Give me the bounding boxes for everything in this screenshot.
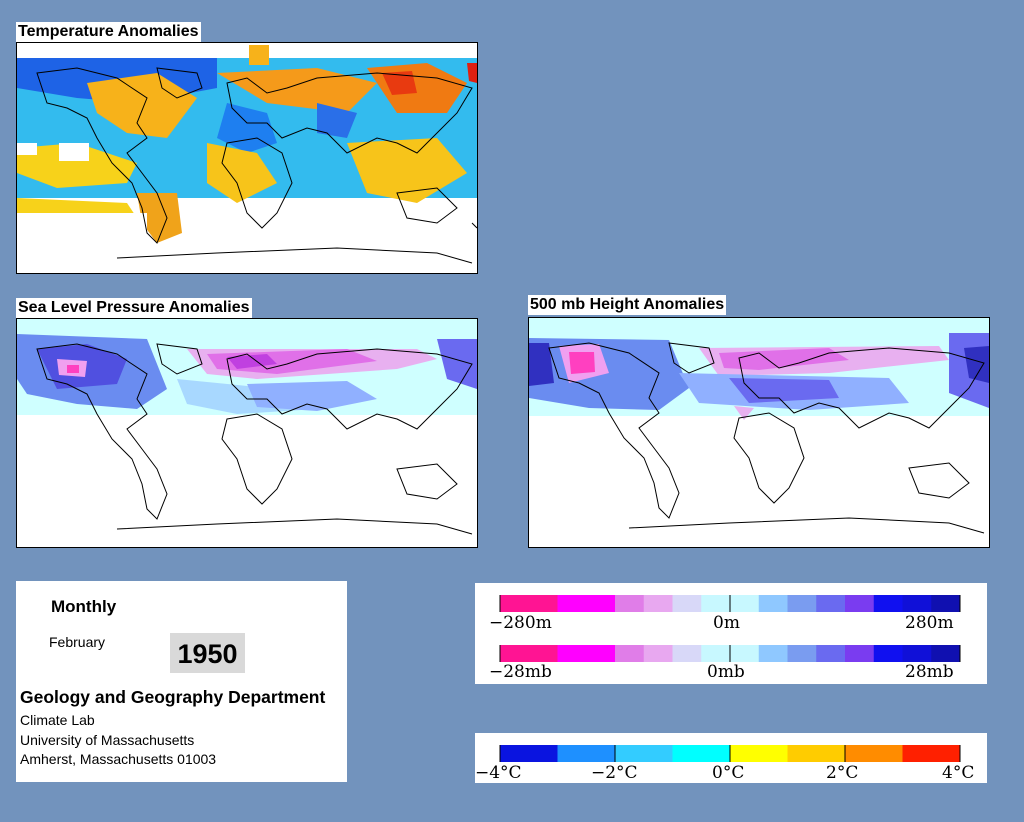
temp-label-1: −2°C [591, 763, 638, 783]
info-panel: Monthly February 1950 Geology and Geogra… [16, 581, 347, 782]
lab-label: Climate Lab [20, 712, 95, 728]
pressure-colorbar-swatch [701, 645, 731, 662]
height-colorbar-swatch [758, 595, 788, 612]
height-colorbar-swatch [816, 595, 846, 612]
pressure-colorbar-swatch [672, 645, 702, 662]
height-panel-title: 500 mb Height Anomalies [528, 295, 727, 315]
height-label-zero: 0m [713, 613, 740, 633]
temperature-colorbar-swatch [730, 745, 788, 762]
temp-label-4: 4°C [942, 763, 974, 783]
height-colorbar-swatch [701, 595, 731, 612]
height-colorbar-swatch [845, 595, 875, 612]
height-field [529, 318, 989, 420]
height-colorbar-swatch [528, 595, 558, 612]
pressure-label-min: −28mb [489, 662, 552, 682]
temperature-colorbar-swatch [557, 745, 616, 762]
temperature-field [17, 43, 477, 273]
temp-label-3: 2°C [826, 763, 858, 783]
temperature-legend: −4°C −2°C 0°C 2°C 4°C [475, 733, 987, 783]
pressure-colorbar-swatch [873, 645, 903, 662]
height-colorbar-swatch [643, 595, 673, 612]
height-label-min: −280m [489, 613, 552, 633]
pressure-colorbar-swatch [615, 645, 645, 662]
height-pressure-legend: −280m 0m 280m −28mb 0mb 28mb [475, 583, 987, 684]
temp-label-0: −4°C [475, 763, 522, 783]
department-label: Geology and Geography Department [20, 687, 326, 707]
pressure-colorbar-swatch [528, 645, 558, 662]
pressure-colorbar-swatch [758, 645, 788, 662]
temperature-panel-title: Temperature Anomalies [16, 22, 201, 42]
month-label: February [49, 634, 106, 650]
pressure-colorbar-swatch [931, 645, 961, 662]
coastlines [36, 343, 473, 535]
height-colorbar-swatch [500, 595, 530, 612]
coastlines [548, 342, 985, 534]
height-label-max: 280m [905, 613, 954, 633]
height-colorbar-swatch [557, 595, 587, 612]
height-colorbar-swatch [615, 595, 645, 612]
height-colorbar-swatch [787, 595, 817, 612]
height-colorbar-swatch [931, 595, 961, 612]
pressure-colorbar [499, 645, 961, 662]
pressure-colorbar-swatch [500, 645, 530, 662]
temperature-colorbar-swatch [845, 745, 903, 762]
height-colorbar-swatch [902, 595, 932, 612]
temp-label-2: 0°C [712, 763, 744, 783]
year-label: 1950 [170, 633, 245, 673]
temperature-colorbar-swatch [787, 745, 846, 762]
height-colorbar-swatch [730, 595, 760, 612]
pressure-colorbar-swatch [557, 645, 587, 662]
temperature-colorbar-swatch [500, 745, 558, 762]
slp-panel-title: Sea Level Pressure Anomalies [16, 298, 252, 318]
frequency-label: Monthly [51, 597, 117, 616]
pressure-colorbar-swatch [845, 645, 875, 662]
temperature-colorbar-swatch [672, 745, 731, 762]
slp-field [17, 319, 477, 415]
pressure-colorbar-swatch [902, 645, 932, 662]
temperature-colorbar [499, 745, 961, 762]
temperature-anomaly-map [16, 42, 478, 274]
temperature-colorbar-swatch [902, 745, 961, 762]
pressure-colorbar-swatch [586, 645, 616, 662]
pressure-colorbar-swatch [787, 645, 817, 662]
height-colorbar-swatch [873, 595, 903, 612]
slp-anomaly-map [16, 318, 478, 548]
height-colorbar-swatch [586, 595, 616, 612]
temperature-colorbar-swatch [615, 745, 673, 762]
university-label: University of Massachusetts [20, 732, 195, 748]
height-anomaly-map [528, 317, 990, 548]
pressure-label-max: 28mb [905, 662, 954, 682]
pressure-colorbar-swatch [643, 645, 673, 662]
pressure-colorbar-swatch [730, 645, 760, 662]
address-label: Amherst, Massachusetts 01003 [20, 751, 217, 767]
pressure-colorbar-swatch [816, 645, 846, 662]
height-colorbar-swatch [672, 595, 702, 612]
pressure-label-zero: 0mb [707, 662, 745, 682]
coastlines [36, 67, 477, 264]
height-colorbar [499, 595, 961, 612]
